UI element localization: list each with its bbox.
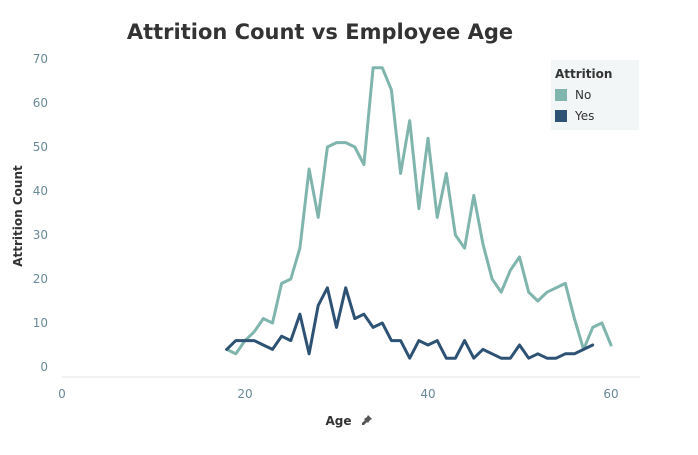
y-axis-label: Attrition Count: [11, 165, 25, 267]
legend-item-yes[interactable]: Yes: [555, 109, 594, 123]
legend-title: Attrition: [555, 67, 613, 81]
series-line-yes[interactable]: [225, 286, 595, 360]
x-tick-label: 40: [420, 387, 435, 401]
x-tick-label: 60: [603, 387, 618, 401]
y-tick-label: 30: [33, 228, 48, 242]
x-axis-label: Age: [325, 414, 352, 428]
y-tick-label: 40: [33, 184, 48, 198]
legend-swatch-yes: [555, 110, 567, 122]
x-tick-labels: 0 20 40 60: [58, 387, 618, 401]
series-line-no[interactable]: [225, 66, 613, 356]
y-tick-labels: 0 10 20 30 40 50 60 70: [33, 52, 48, 374]
legend: Attrition No Yes: [551, 60, 639, 130]
series-lines: [225, 66, 613, 360]
y-tick-label: 70: [33, 52, 48, 66]
x-tick-label: 0: [58, 387, 66, 401]
y-tick-label: 60: [33, 96, 48, 110]
legend-label-no: No: [575, 88, 592, 102]
y-tick-label: 0: [40, 360, 48, 374]
legend-label-yes: Yes: [575, 109, 595, 123]
legend-item-no[interactable]: No: [555, 88, 591, 102]
chart-title: Attrition Count vs Employee Age: [126, 20, 514, 44]
y-tick-label: 50: [33, 140, 48, 154]
y-tick-label: 20: [33, 272, 48, 286]
x-tick-label: 20: [237, 387, 252, 401]
pin-icon[interactable]: [361, 411, 373, 430]
legend-swatch-no: [555, 89, 567, 101]
y-tick-label: 10: [33, 316, 48, 330]
